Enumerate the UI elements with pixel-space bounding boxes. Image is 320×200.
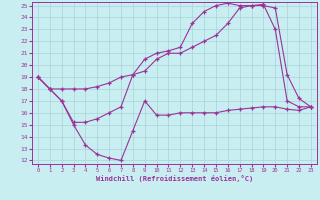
X-axis label: Windchill (Refroidissement éolien,°C): Windchill (Refroidissement éolien,°C) — [96, 175, 253, 182]
